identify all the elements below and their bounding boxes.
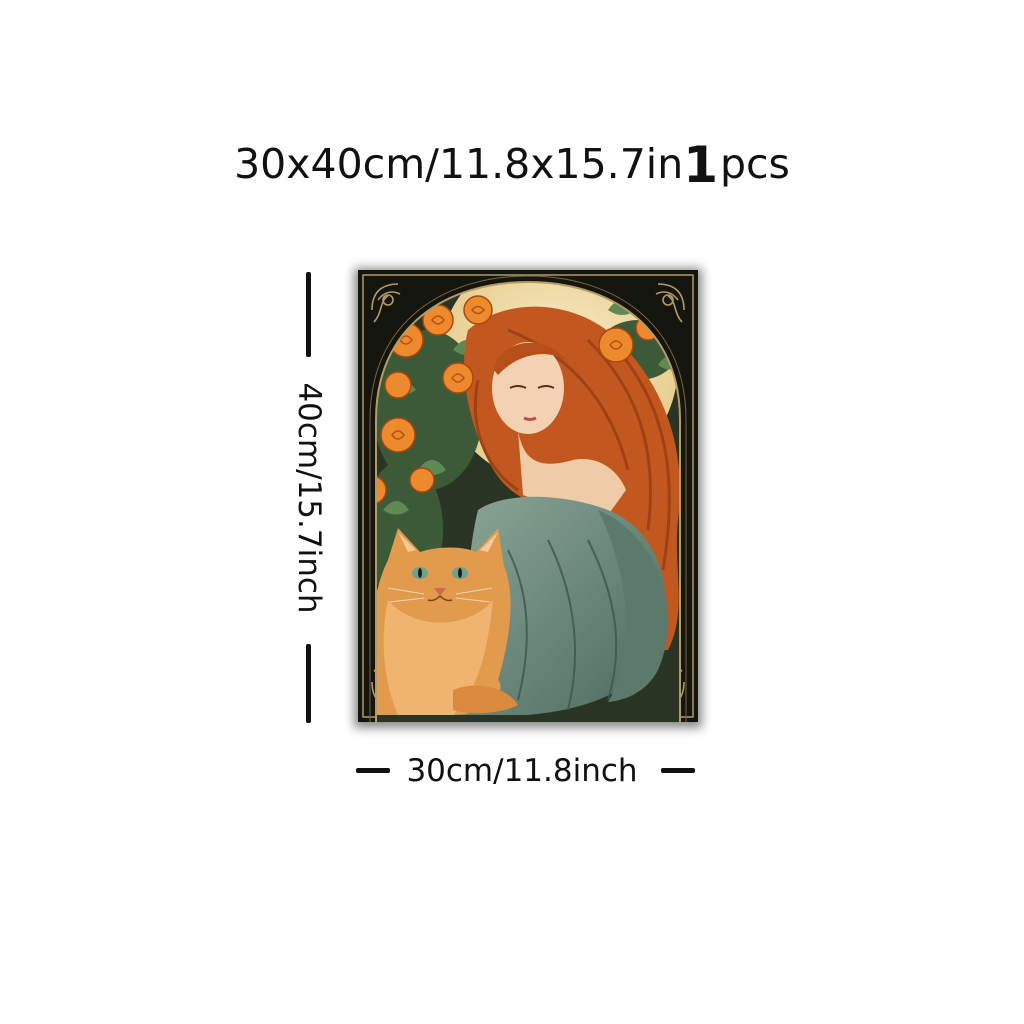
artwork-illustration	[358, 270, 698, 722]
quantity-number: 1	[683, 136, 718, 194]
width-dimension-line-left	[356, 768, 390, 773]
cat-illustration	[376, 528, 518, 715]
size-text: 30x40cm/11.8x15.7in	[234, 140, 684, 188]
width-dimension-line-right	[661, 768, 695, 773]
product-size-heading: 30x40cm/11.8x15.7in1pcs	[0, 136, 1024, 193]
height-dimension-line-bottom	[306, 644, 311, 723]
quantity-unit: pcs	[719, 140, 790, 188]
height-dimension-line-top	[306, 272, 311, 357]
canvas-artwork	[358, 270, 698, 722]
width-dimension-label: 30cm/11.8inch	[406, 753, 638, 789]
height-dimension-label: 40cm/15.7inch	[291, 382, 327, 614]
